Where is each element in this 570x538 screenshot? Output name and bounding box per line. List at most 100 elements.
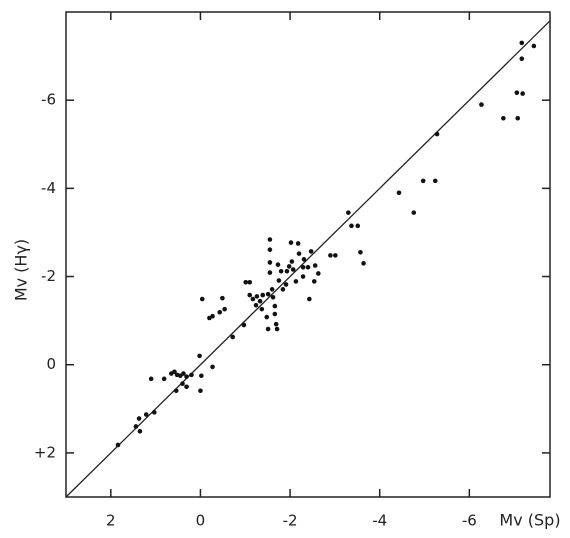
data-point xyxy=(286,264,292,269)
data-point xyxy=(181,371,186,376)
data-point xyxy=(253,302,259,308)
data-point xyxy=(328,253,333,258)
data-point xyxy=(269,287,275,292)
data-point xyxy=(151,410,157,415)
data-point xyxy=(514,90,520,95)
data-point xyxy=(349,223,354,229)
data-point xyxy=(247,279,253,285)
data-point xyxy=(358,249,363,255)
data-point xyxy=(295,241,301,246)
data-point xyxy=(307,296,312,302)
data-point xyxy=(259,306,265,312)
data-point xyxy=(184,384,189,390)
identity-line xyxy=(65,20,551,498)
data-point xyxy=(273,321,279,327)
data-point xyxy=(355,223,361,229)
data-point xyxy=(519,56,525,62)
data-point xyxy=(520,91,525,96)
plot-frame xyxy=(65,11,551,498)
data-point xyxy=(274,326,280,332)
data-point xyxy=(161,376,167,382)
y-tick-label: 0 xyxy=(46,355,56,373)
data-point xyxy=(284,268,290,274)
data-point xyxy=(434,131,440,137)
data-point xyxy=(278,268,284,274)
data-point xyxy=(260,292,266,298)
y-tick-label: -4 xyxy=(41,179,56,197)
data-point xyxy=(243,279,249,285)
data-point xyxy=(180,381,185,386)
data-point xyxy=(270,294,276,300)
data-point xyxy=(173,388,179,394)
data-point xyxy=(316,271,321,276)
y-tick-label: -2 xyxy=(41,267,56,285)
data-point xyxy=(267,270,273,275)
data-point xyxy=(222,306,227,312)
data-point xyxy=(264,314,270,320)
data-point xyxy=(283,282,289,287)
data-point xyxy=(300,264,306,270)
x-tick-label: 0 xyxy=(196,512,206,530)
data-point xyxy=(311,279,317,284)
data-point xyxy=(198,388,203,394)
data-point xyxy=(531,43,537,49)
data-point xyxy=(254,294,260,299)
data-point xyxy=(133,424,139,429)
data-point xyxy=(411,210,417,215)
data-point xyxy=(267,237,273,242)
data-point xyxy=(230,334,236,340)
data-point xyxy=(346,210,351,215)
data-point xyxy=(197,353,202,359)
data-point xyxy=(432,178,438,184)
data-point xyxy=(479,102,484,107)
data-point xyxy=(115,442,121,448)
data-point xyxy=(241,322,247,328)
data-point xyxy=(247,292,253,298)
data-point xyxy=(501,115,506,121)
data-point xyxy=(272,303,278,309)
data-point xyxy=(396,190,402,196)
data-point xyxy=(290,267,296,272)
data-point xyxy=(301,257,307,262)
data-point xyxy=(308,249,314,254)
data-point xyxy=(333,253,338,258)
y-tick-label: +2 xyxy=(34,443,56,461)
data-point xyxy=(267,247,273,252)
data-point xyxy=(143,412,149,417)
data-point xyxy=(220,295,225,301)
data-point xyxy=(148,376,154,382)
data-point xyxy=(172,369,177,375)
x-tick-label: 2 xyxy=(106,512,116,530)
data-point xyxy=(293,279,299,284)
data-point xyxy=(420,178,426,184)
data-point xyxy=(305,264,311,270)
data-point xyxy=(280,287,286,292)
data-point xyxy=(210,313,215,319)
data-point xyxy=(257,298,263,304)
data-point xyxy=(267,260,273,265)
x-axis-label: Mv (Sp) xyxy=(499,511,560,530)
data-point xyxy=(361,261,366,266)
data-point xyxy=(272,311,278,317)
data-point xyxy=(184,374,189,379)
data-point xyxy=(210,364,215,370)
data-point xyxy=(217,309,223,315)
data-point xyxy=(250,296,256,302)
data-point xyxy=(519,40,525,46)
data-point xyxy=(199,373,204,379)
data-point xyxy=(275,262,281,267)
y-tick-label: -6 xyxy=(41,91,56,109)
data-point xyxy=(199,296,205,302)
data-point xyxy=(265,291,271,297)
data-point xyxy=(137,429,143,434)
x-tick-label: -6 xyxy=(462,512,477,530)
data-point xyxy=(515,115,521,121)
data-point xyxy=(265,326,271,332)
x-tick-label: -2 xyxy=(283,512,298,530)
data-point xyxy=(300,274,306,279)
y-axis-label: Mv (Hγ) xyxy=(12,239,31,301)
data-point xyxy=(312,263,318,268)
data-point xyxy=(136,416,142,421)
